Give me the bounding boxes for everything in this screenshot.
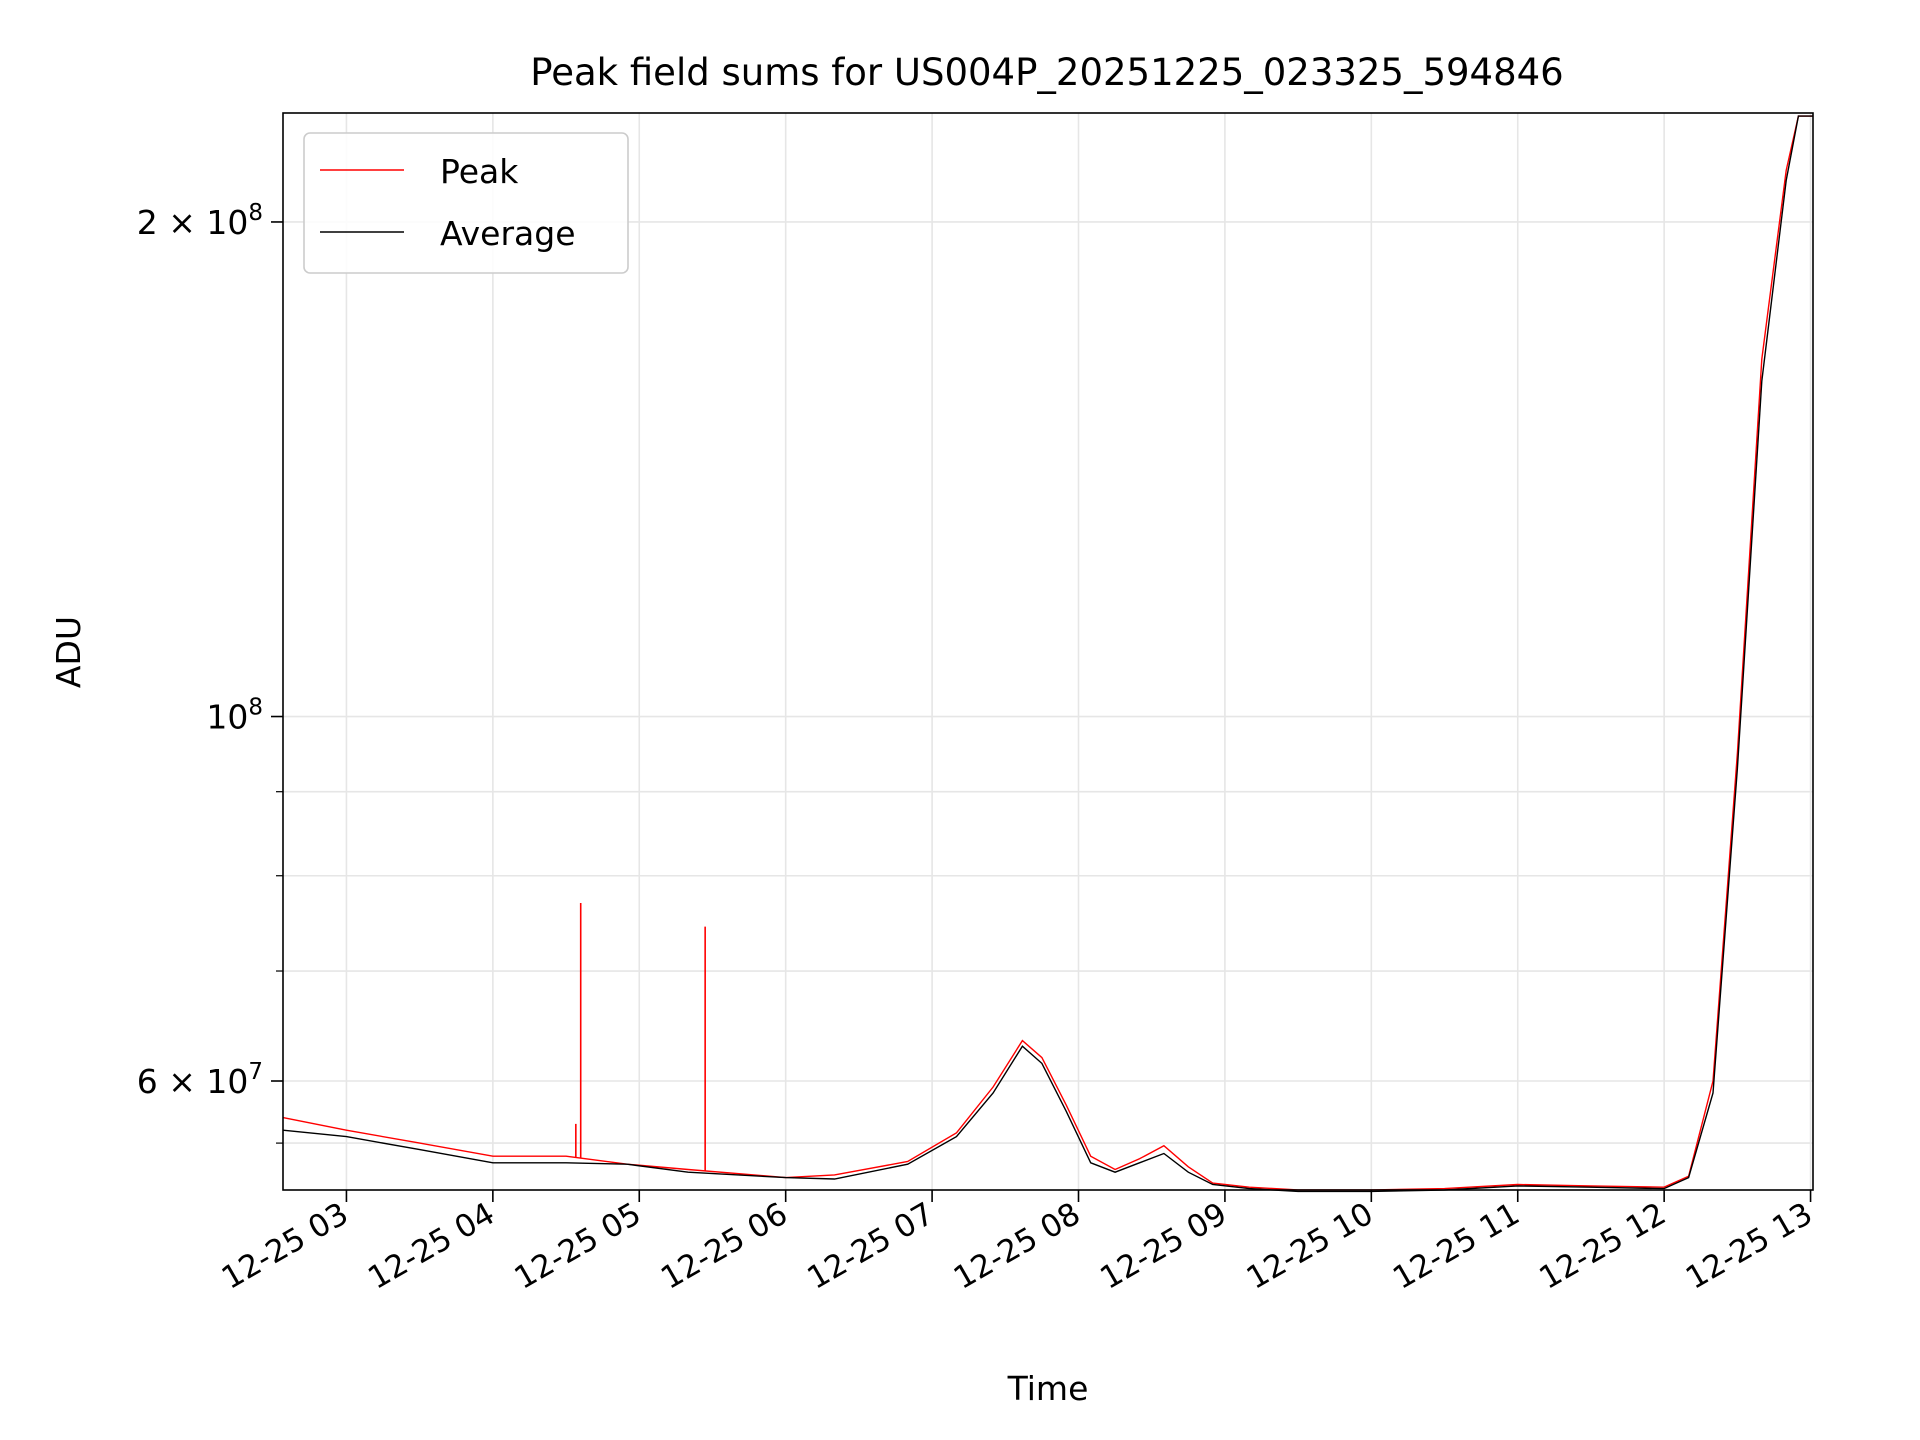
y-tick-label-base: 2 × 10 xyxy=(137,203,249,242)
y-tick-label-base: 6 × 10 xyxy=(137,1062,249,1101)
legend-box xyxy=(303,132,629,274)
grid xyxy=(283,113,1813,1190)
legend: Peak Average xyxy=(303,132,629,274)
y-tick-label: 108 xyxy=(206,695,263,737)
y-tick-label-base: 10 xyxy=(206,698,248,737)
x-axis-label: Time xyxy=(1007,1369,1089,1408)
y-tick-label-exponent: 8 xyxy=(248,200,263,226)
chart-title: Peak field sums for US004P_20251225_0233… xyxy=(530,51,1563,94)
y-axis-label: ADU xyxy=(49,616,88,688)
plot-frame xyxy=(282,112,1814,1191)
y-tick-label-exponent: 7 xyxy=(248,1059,263,1085)
peak-series-line xyxy=(282,115,1813,1191)
legend-average-label: Average xyxy=(440,214,576,253)
peak-series-spikes xyxy=(575,903,706,1171)
y-tick-label-exponent: 8 xyxy=(248,695,263,721)
plot-area xyxy=(282,115,1813,1193)
legend-peak-label: Peak xyxy=(440,152,519,191)
y-tick-label: 2 × 108 xyxy=(137,200,263,242)
average-series-line xyxy=(282,115,1813,1193)
y-tick-label: 6 × 107 xyxy=(137,1059,263,1101)
